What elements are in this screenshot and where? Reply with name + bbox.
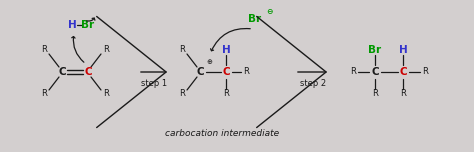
Text: R: R — [179, 90, 185, 98]
Text: R: R — [179, 45, 185, 55]
Text: Br: Br — [82, 20, 94, 30]
Text: R: R — [41, 45, 47, 55]
Text: C: C — [222, 67, 230, 77]
Text: C: C — [371, 67, 379, 77]
Text: ⊕: ⊕ — [206, 59, 212, 65]
Text: R: R — [372, 90, 378, 98]
Text: R: R — [243, 67, 249, 76]
Text: R: R — [41, 90, 47, 98]
Text: H: H — [222, 45, 230, 55]
Text: R: R — [103, 90, 109, 98]
Text: C: C — [196, 67, 204, 77]
Text: step 2: step 2 — [300, 79, 326, 88]
Text: C: C — [58, 67, 66, 77]
Text: Br: Br — [248, 14, 262, 24]
Text: Br: Br — [368, 45, 382, 55]
Text: carbocation intermediate: carbocation intermediate — [165, 130, 279, 138]
Text: R: R — [223, 90, 229, 98]
Text: C: C — [84, 67, 92, 77]
Text: H: H — [68, 20, 76, 30]
Text: C: C — [399, 67, 407, 77]
Text: R: R — [422, 67, 428, 76]
Text: R: R — [400, 90, 406, 98]
Text: step 1: step 1 — [141, 79, 167, 88]
Text: ⊖: ⊖ — [266, 7, 272, 17]
Text: H: H — [399, 45, 407, 55]
Text: R: R — [350, 67, 356, 76]
Text: R: R — [103, 45, 109, 55]
